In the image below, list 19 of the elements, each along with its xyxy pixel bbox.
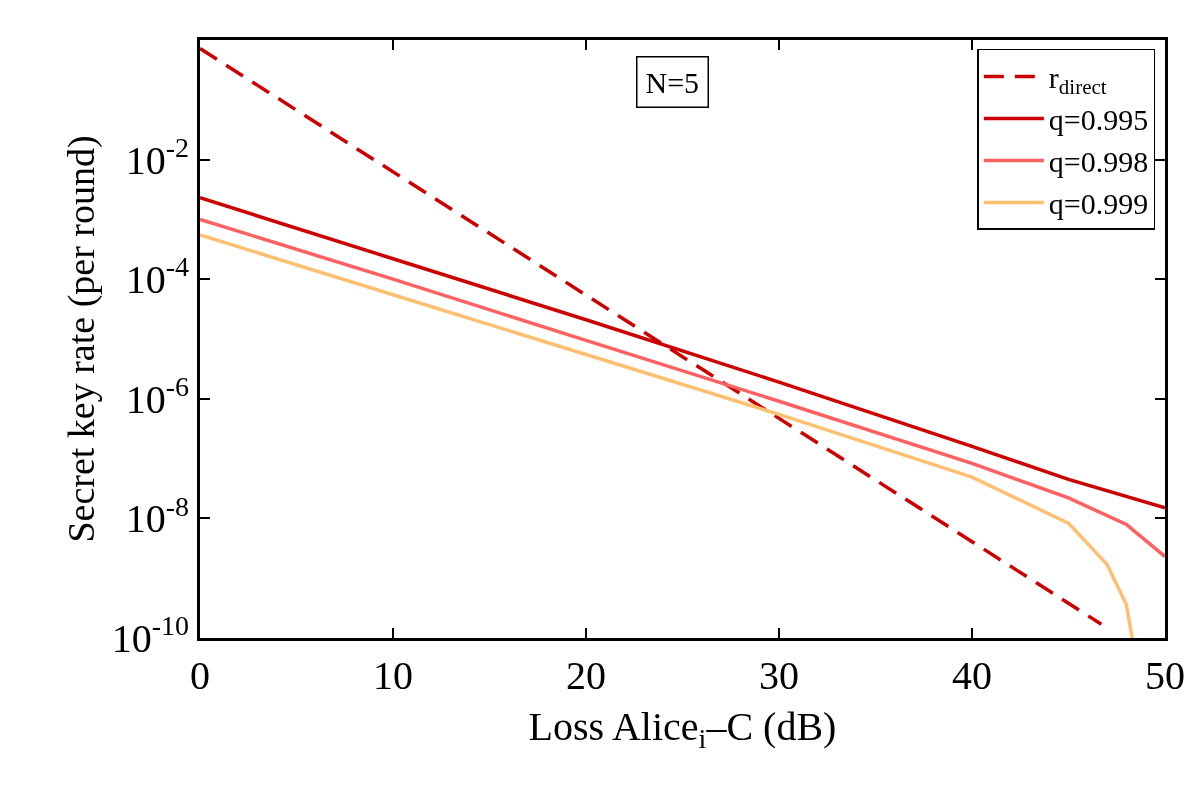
y-tick-label: 10$^{-8}$ <box>125 490 189 542</box>
annotation: N=5 <box>645 65 700 99</box>
y-tick-label: 10$^{-2}$ <box>125 131 189 183</box>
y-tick-label: 10$^{-10}$ <box>111 610 189 661</box>
x-tick-label: 30 <box>759 653 799 698</box>
x-tick-label: 0 <box>190 653 210 698</box>
line-series <box>200 233 1134 638</box>
legend-label: r$_{direct}$ <box>1048 61 1107 100</box>
legend-label: q=0.995 <box>1048 103 1149 137</box>
legend-label: q=0.998 <box>1048 145 1149 179</box>
legend-label: q=0.999 <box>1048 187 1149 221</box>
x-axis-title: Loss Alice$_{i}$–C (dB) <box>528 703 837 754</box>
y-tick-label: 10$^{-6}$ <box>125 371 189 422</box>
y-tick-label: 10$^{-4}$ <box>125 251 189 303</box>
y-axis-title: Secret key rate (per round) <box>59 135 103 543</box>
x-tick-label: 20 <box>566 653 606 698</box>
x-tick-label: 40 <box>952 653 992 698</box>
x-tick-label: 50 <box>1145 653 1185 698</box>
x-tick-label: 10 <box>373 653 413 698</box>
